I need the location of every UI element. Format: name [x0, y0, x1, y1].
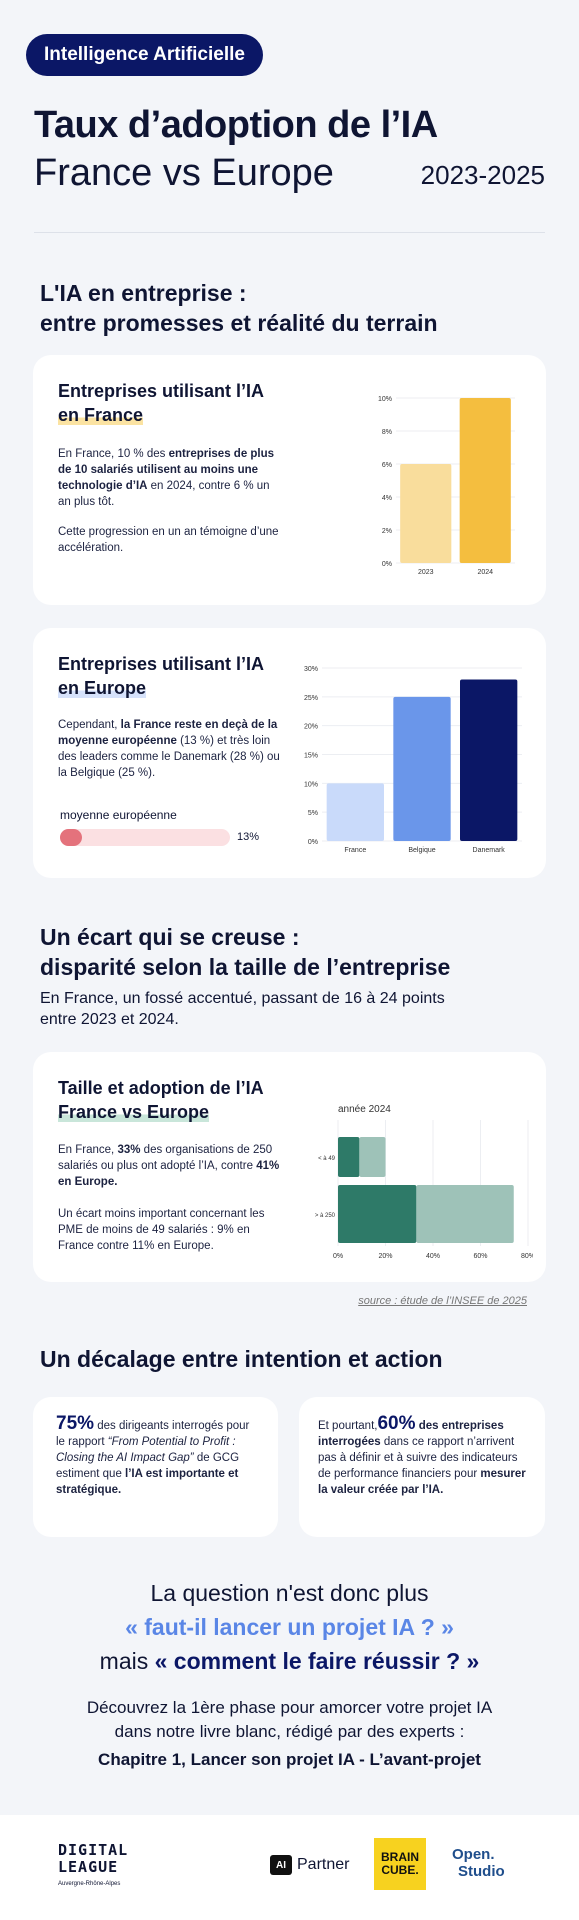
eu-average-label: moyenne européenne	[60, 808, 177, 822]
category-badge: Intelligence Artificielle	[26, 34, 263, 76]
y-tick-label: > à 250	[315, 1213, 336, 1219]
card-size-text2: Un écart moins important concernant les …	[58, 1208, 265, 1252]
digital-league-logo: DIGITAL LEAGUE Auvergne-Rhône-Alpes	[58, 1841, 129, 1888]
page-title: Taux d’adoption de l’IA	[34, 104, 438, 146]
source-link[interactable]: source : étude de l’INSEE de 2025	[358, 1295, 527, 1307]
y-tick-label: 4%	[382, 495, 392, 502]
france-adoption-chart: 0% 2% 4% 6% 8% 10% 2023 2024	[378, 396, 515, 576]
y-tick-label: 2%	[382, 528, 392, 535]
card-france-text: En France, 10 % des entreprises de plus …	[58, 448, 275, 508]
card-france-title: Entreprises utilisant l’IA en France	[58, 381, 265, 425]
y-tick-label: < à 49	[318, 1156, 336, 1162]
card-size-title: Taille et adoption de l’IA France vs Eur…	[58, 1078, 264, 1122]
y-tick-label: 20%	[304, 724, 318, 731]
chart-title: année 2024	[338, 1104, 391, 1115]
eu-average-value: 13%	[237, 831, 260, 843]
section3-heading: Un décalage entre intention et action	[40, 1346, 443, 1372]
x-tick-label: 40%	[426, 1253, 440, 1260]
closing-quote-blue: « faut-il lancer un projet IA ? »	[125, 1614, 454, 1640]
y-tick-label: 15%	[304, 753, 318, 760]
bar-2023	[400, 464, 452, 563]
open-studio-logo: Open. Studio	[452, 1846, 505, 1880]
x-tick-label: France	[344, 847, 366, 854]
bar-france	[326, 783, 384, 841]
card-size-text: En France, 33% des organisations de 250 …	[58, 1144, 280, 1188]
card-size	[33, 1052, 546, 1282]
closing-chapter[interactable]: Chapitre 1, Lancer son projet IA - L’ava…	[98, 1750, 481, 1769]
y-tick-label: 0%	[382, 561, 392, 568]
x-tick-label: Danemark	[473, 847, 506, 854]
y-tick-label: 30%	[304, 666, 318, 673]
x-tick-label: 60%	[473, 1253, 487, 1260]
page-subtitle: France vs Europe	[34, 152, 334, 194]
section2-heading: Un écart qui se creuse : disparité selon…	[40, 924, 451, 980]
y-tick-label: 5%	[308, 810, 318, 817]
year-range: 2023-2025	[420, 160, 545, 190]
stat-left-number: 75%	[56, 1413, 95, 1434]
eu-average-fill	[60, 829, 83, 846]
bar-large-s0	[338, 1185, 417, 1243]
x-tick-label: Belgique	[408, 847, 435, 854]
x-tick-label: 0%	[333, 1253, 343, 1260]
closing-desc-1: Découvrez la 1ère phase pour amorcer vot…	[86, 1698, 493, 1717]
closing-question: La question n'est donc plus	[150, 1580, 429, 1606]
x-tick-label: 20%	[378, 1253, 392, 1260]
closing-quote-navy: mais « comment le faire réussir ? »	[99, 1648, 480, 1674]
card-europe-text: Cependant, la France reste en deçà de la…	[58, 719, 280, 779]
header-divider	[34, 232, 545, 233]
card-europe-title: Entreprises utilisant l’IA en Europe	[58, 654, 265, 698]
ai-partner-logo: Partner	[297, 1856, 350, 1873]
closing-desc-2: dans notre livre blanc, rédigé par des e…	[114, 1722, 465, 1741]
stat-left-text: 75% des dirigeants interrogés pour le ra…	[56, 1413, 250, 1496]
x-tick-label: 2023	[418, 569, 434, 576]
y-tick-label: 6%	[382, 462, 392, 469]
europe-adoption-chart: 0% 5% 10% 15% 20% 25% 30% France Belgique Danemar…	[304, 666, 522, 854]
section2-lead: En France, un fossé accentué, passant de…	[40, 990, 445, 1028]
eu-average-bar	[60, 829, 230, 846]
bar-small-s1	[359, 1137, 386, 1177]
braincube-logo: BRAIN CUBE.	[374, 1838, 426, 1890]
y-tick-label: 8%	[382, 429, 392, 436]
y-tick-label: 0%	[308, 839, 318, 846]
bar-small-s0	[338, 1137, 360, 1177]
stat-card-right	[299, 1397, 545, 1537]
bar-2024	[459, 398, 511, 563]
stat-right-number: 60%	[377, 1413, 416, 1434]
stat-card-left	[33, 1397, 278, 1537]
y-tick-label: 25%	[304, 695, 318, 702]
stat-right-text: Et pourtant,60% des entreprises interrog…	[318, 1413, 526, 1496]
size-adoption-chart: année 2024 0% 20% 40% 60% 80% < à 49 > à 250	[315, 1104, 533, 1260]
x-tick-label: 80%	[521, 1253, 533, 1260]
bar-large-s1	[416, 1185, 514, 1243]
x-tick-label: 2024	[477, 569, 493, 576]
bar-belgique	[393, 696, 451, 841]
card-france-text2: Cette progression en un an témoigne d’un…	[58, 526, 279, 554]
y-tick-label: 10%	[304, 781, 318, 788]
ai-partner-icon: AI	[270, 1855, 292, 1875]
bar-danemark	[460, 679, 518, 841]
y-tick-label: 10%	[378, 396, 392, 403]
section1-heading: L'IA en entreprise : entre promesses et …	[40, 280, 438, 336]
